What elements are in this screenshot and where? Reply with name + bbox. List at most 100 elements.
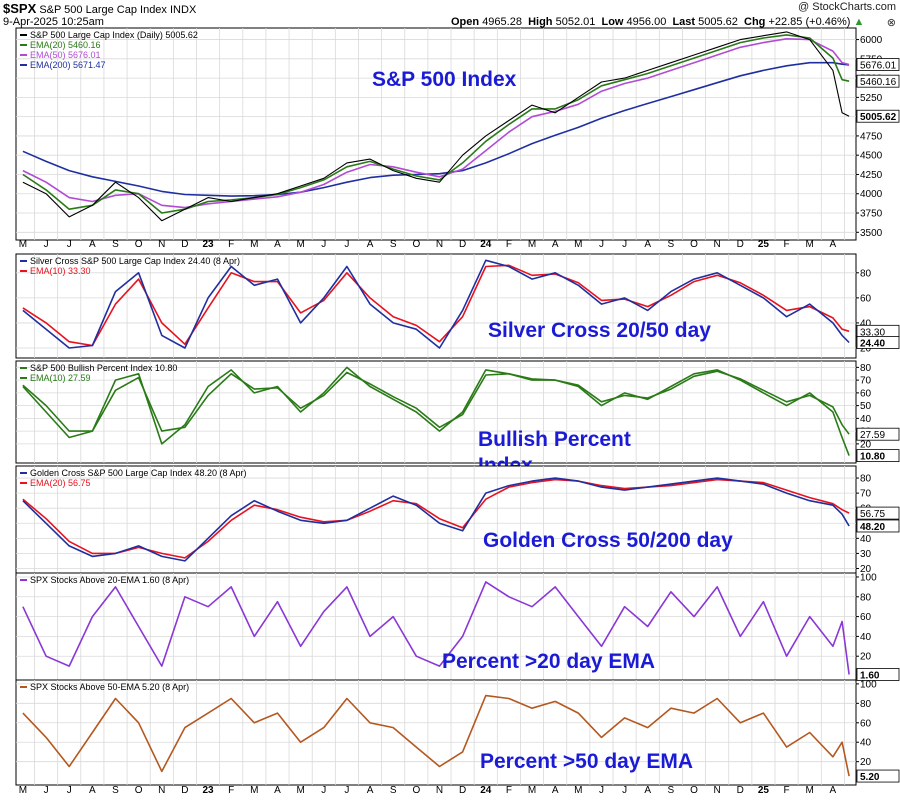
x-tick-label: D: [737, 239, 744, 250]
series-line-spx-stocks-above-20-ema: [22, 581, 850, 675]
close-icon[interactable]: ⊗: [886, 17, 896, 29]
x-tick-label: F: [784, 785, 790, 796]
y-tick-label: 4750: [860, 131, 883, 142]
legend-entry: EMA(10) 33.30: [30, 266, 91, 276]
y-tick-label: 4000: [860, 189, 883, 200]
value-tag-box: [856, 519, 900, 533]
x-tick-label: D: [181, 785, 188, 796]
x-tick-label: D: [181, 239, 188, 250]
chg-value: +22.85 (+0.46%): [768, 16, 851, 28]
x-tick-label: J: [599, 785, 604, 796]
series-line-s-p-500-large-cap-index: [22, 31, 850, 222]
panel-annotation: Percent >50 day EMA: [480, 750, 693, 773]
x-tick-label: S: [112, 239, 119, 250]
x-tick-label: O: [690, 785, 698, 796]
legend-entry: EMA(20) 56.75: [30, 478, 91, 488]
watermark[interactable]: @ StockCharts.com: [798, 1, 896, 13]
y-tick-label: 30: [860, 549, 872, 560]
y-tick-label: 40: [860, 632, 872, 643]
x-tick-label: J: [344, 785, 349, 796]
x-tick-label: A: [367, 785, 374, 796]
x-tick-label: A: [367, 239, 374, 250]
exchange: INDX: [170, 4, 197, 16]
value-tag-box: [856, 336, 900, 349]
y-tick-label: 80: [860, 699, 872, 710]
legend-entry: EMA(50) 5676.01: [30, 50, 101, 60]
legend-entry: S&P 500 Bullish Percent Index 10.80: [30, 363, 177, 373]
y-tick-label: 3500: [860, 228, 883, 239]
x-tick-label: O: [135, 785, 143, 796]
panel-frame: [15, 465, 857, 574]
panel-annotation: S&P 500 Index: [372, 68, 517, 91]
x-tick-label: 24: [480, 785, 492, 796]
x-tick-label: M: [806, 785, 814, 796]
panel-bullish-percent: 80706050403020S&P 500 Bullish Percent In…: [15, 360, 900, 477]
x-tick-label: F: [506, 785, 512, 796]
low-value: 4956.00: [626, 16, 667, 28]
y-tick-label: 20: [860, 439, 872, 450]
x-tick-label: M: [528, 785, 536, 796]
x-tick-label: J: [344, 239, 349, 250]
high-value: 5052.01: [555, 16, 596, 28]
panel-silver-cross: 80 60 40 20 Silver Cross S&P 500 Large Cap I…: [15, 253, 900, 359]
x-axis-top: M J J A S O N D 23 F M A M J J A S O N D 24 F M A M J J A S O N D 25 F M A: [19, 239, 837, 250]
x-tick-label: M: [19, 239, 27, 250]
panel-frame: [15, 572, 857, 681]
x-tick-label: O: [135, 239, 143, 250]
x-tick-label: M: [250, 785, 258, 796]
ohlc-readout: Open 4965.28 High 5052.01 Low 4956.00 La…: [451, 16, 864, 28]
x-tick-label: O: [690, 239, 698, 250]
y-tick-label: 40: [860, 534, 872, 545]
value-tag-label: 5005.62: [860, 112, 897, 123]
x-tick-label: 25: [758, 239, 770, 250]
x-tick-label: J: [599, 239, 604, 250]
value-tag-box: [856, 58, 900, 71]
low-label: Low: [601, 16, 624, 28]
x-tick-label: N: [436, 785, 443, 796]
y-tick-label: 50: [860, 401, 872, 412]
last-value: 5005.62: [698, 16, 738, 28]
y-tick-label: 100: [860, 679, 877, 690]
x-tick-label: M: [806, 239, 814, 250]
x-tick-label: O: [412, 785, 420, 796]
chg-label: Chg: [744, 16, 766, 28]
index-name: S&P 500 Large Cap Index: [39, 4, 167, 16]
series-line-silver-cross-s-p-500-large-cap-index: [22, 259, 850, 349]
x-tick-label: J: [622, 239, 627, 250]
panel-frame: [15, 27, 857, 241]
series-line-spx-stocks-above-50-ema: [22, 694, 850, 777]
panel-price: 6000575055005250500047504500425040003750…: [15, 27, 900, 241]
panel-annotation: Percent >20 day EMA: [442, 650, 655, 673]
last-label: Last: [672, 16, 696, 28]
value-tag-box: [856, 506, 900, 520]
value-tag-label: 10.80: [860, 452, 885, 463]
x-tick-label: A: [644, 785, 651, 796]
x-tick-label: M: [296, 785, 304, 796]
x-tick-label: J: [44, 239, 49, 250]
y-tick-label: 4250: [860, 170, 883, 181]
value-tag-box: [856, 449, 900, 463]
x-tick-label: A: [89, 785, 96, 796]
x-tick-label: D: [459, 785, 466, 796]
y-tick-label: 60: [860, 388, 872, 399]
value-tag-label: 5.20: [860, 772, 880, 783]
panel-annotation: Bullish Percent: [478, 428, 631, 451]
panel-frame: [15, 360, 857, 464]
x-tick-label: J: [622, 785, 627, 796]
panel-above-20ema: 100 80 60 40 20 SPX Stocks Above 20-EMA 1.60 …: [15, 572, 900, 681]
value-tag-box: [856, 427, 900, 441]
y-tick-label: 20: [860, 343, 872, 354]
y-tick-label: 70: [860, 489, 872, 500]
x-tick-label: M: [528, 239, 536, 250]
value-tag-box: [856, 109, 900, 123]
legend-entry: Silver Cross S&P 500 Large Cap Index 24.…: [30, 256, 240, 266]
x-tick-label: S: [390, 239, 397, 250]
x-tick-label: M: [296, 239, 304, 250]
y-tick-label: 60: [860, 293, 872, 304]
y-tick-label: 60: [860, 612, 872, 623]
x-tick-label: N: [436, 239, 443, 250]
series-line-ema-50: [22, 37, 850, 209]
legend-entry: EMA(200) 5671.47: [30, 60, 106, 70]
legend-entry: S&P 500 Large Cap Index (Daily) 5005.62: [30, 30, 198, 40]
